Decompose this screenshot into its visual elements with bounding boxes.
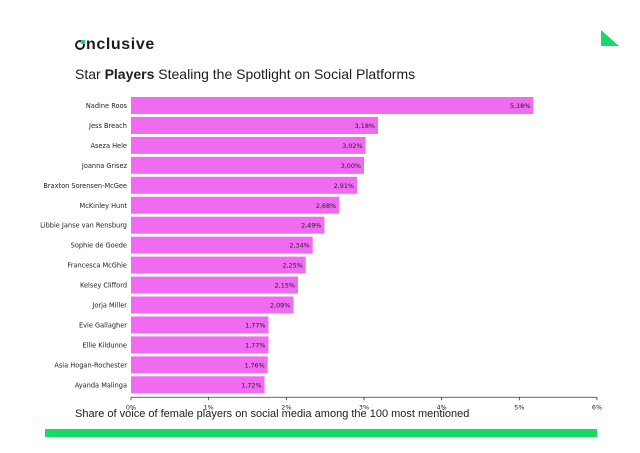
x-tick-label: 3% [359,403,369,410]
bar [131,136,366,154]
bar [131,256,306,274]
chart-title: Star Players Stealing the Spotlight on S… [75,66,415,82]
data-label: 3,18% [355,122,375,130]
data-label: 2,25% [282,262,302,270]
category-label: Jess Breach [88,122,127,130]
category-label: Asia Hogan-Rochester [54,361,127,369]
onclusive-logo: nclusive [75,36,155,54]
bar [131,336,269,354]
data-label: 2,68% [316,202,336,210]
title-prefix: Star [75,66,105,82]
corner-triangle-icon [601,30,619,46]
title-bold: Players [104,66,155,82]
bar [131,196,340,214]
category-label: Kelsey Clifford [80,282,127,290]
bar [131,316,269,334]
bar [131,236,313,254]
category-label: Francesca McGhie [67,262,127,270]
category-label: McKinley Hunt [80,202,128,210]
category-label: Nadine Roos [86,102,128,110]
bar [131,116,378,134]
data-label: 1,72% [241,381,261,389]
logo-o-mark [75,39,86,50]
x-tick-label: 2% [281,403,291,410]
data-label: 5,18% [510,102,530,110]
data-label: 1,76% [244,361,264,369]
category-label: Sophie de Goede [71,242,127,250]
bar [131,156,364,174]
bar [131,176,358,194]
x-tick-label: 5% [514,403,524,410]
data-label: 3,02% [342,142,362,150]
category-label: Jorja Miller [91,302,127,310]
data-label: 2,09% [270,302,290,310]
data-label: 2,49% [301,222,321,230]
x-tick-label: 0% [126,403,136,410]
category-label: Libbie Janse van Rensburg [40,222,127,230]
data-label: 2,15% [275,282,295,290]
bar [131,97,534,114]
category-label: Joanna Grisez [81,162,128,170]
category-label: Aseza Hele [90,142,127,150]
bar [131,216,325,234]
data-label: 2,91% [334,182,354,190]
bar [131,296,294,314]
x-tick-label: 6% [592,403,602,410]
data-label: 1,77% [245,341,265,349]
title-suffix: Stealing the Spotlight on Social Platfor… [154,66,416,82]
category-label: Evie Gallagher [79,321,127,329]
x-tick-label: 1% [204,403,214,410]
category-label: Ellie Kildunne [82,341,127,349]
data-label: 1,77% [245,321,265,329]
data-label: 2,34% [289,242,309,250]
bar [131,356,268,374]
bar [131,276,298,294]
footer-accent-bar [45,429,597,437]
bar [131,376,265,394]
x-tick-label: 4% [437,403,447,410]
category-label: Braxton Sorensen-McGee [43,182,127,190]
data-label: 3,00% [341,162,361,170]
chart-caption: Share of voice of female players on soci… [75,408,470,420]
category-label: Ayanda Malinga [75,381,127,389]
logo-wordmark: nclusive [86,36,155,53]
bar-chart: Nadine Roos 5,18% Jess Breach 3,18% Aseza He… [40,97,602,410]
